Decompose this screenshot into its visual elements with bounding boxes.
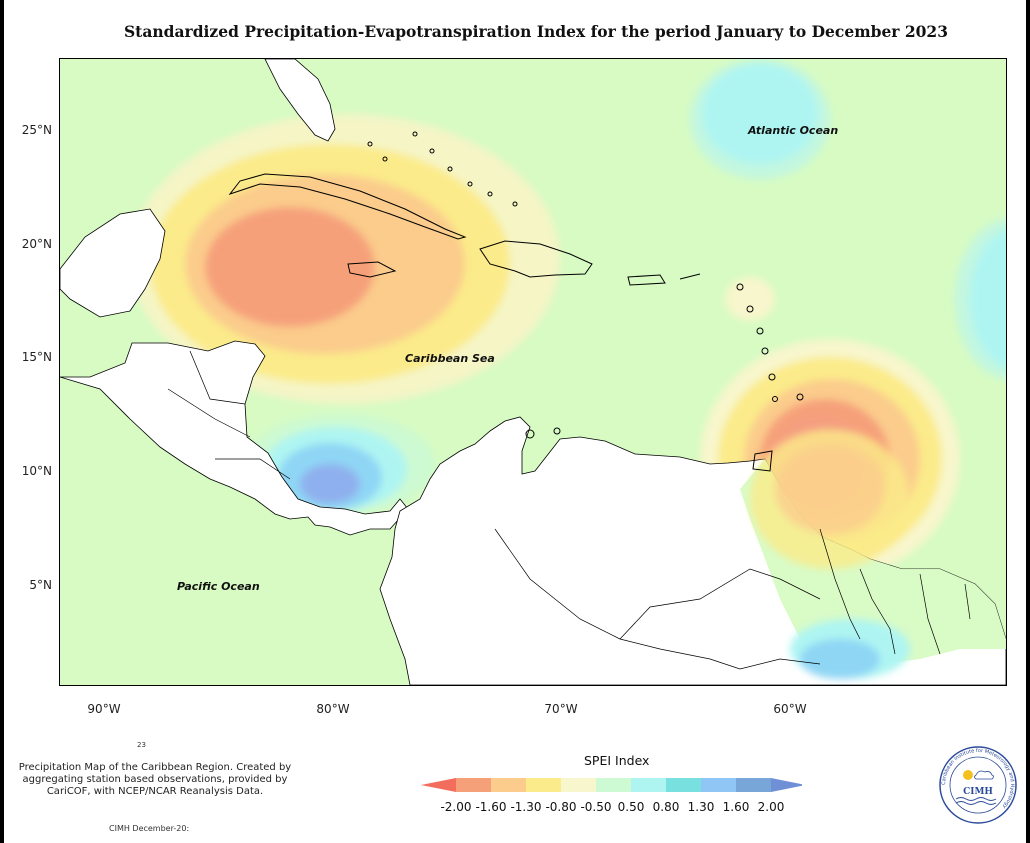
legend-swatch bbox=[701, 778, 736, 792]
legend-colorbar bbox=[421, 778, 802, 792]
legend-swatch bbox=[561, 778, 596, 792]
label-caribbean-sea: Caribbean Sea bbox=[405, 352, 495, 365]
lesser-antilles bbox=[367, 131, 804, 472]
land-central-america bbox=[60, 340, 409, 536]
map-title: Standardized Precipitation-Evapotranspir… bbox=[123, 22, 949, 41]
logo-abbrev: CIMH bbox=[963, 787, 993, 797]
legend-tick: -0.80 bbox=[545, 800, 577, 814]
cloud-icon bbox=[974, 770, 994, 780]
legend-tick: 1.60 bbox=[722, 800, 750, 814]
map-credit: CIMH December-20: bbox=[109, 824, 190, 833]
legend-tick: 0.50 bbox=[617, 800, 645, 814]
map-svg: Atlantic Ocean Caribbean Sea Pacific Oce… bbox=[60, 59, 1006, 685]
land-jamaica bbox=[347, 261, 397, 278]
lon-label-90w: 90°W bbox=[87, 702, 121, 716]
legend-swatch bbox=[736, 778, 771, 792]
land-hispaniola bbox=[479, 240, 593, 278]
legend-swatch bbox=[771, 778, 802, 792]
label-atlantic-ocean: Atlantic Ocean bbox=[747, 124, 838, 137]
land-yucatan bbox=[60, 208, 166, 318]
land-cuba bbox=[228, 173, 467, 240]
dry-spot-leewards bbox=[725, 277, 775, 321]
legend-tick: 1.30 bbox=[687, 800, 715, 814]
lat-label-15n: 15°N bbox=[21, 350, 52, 364]
legend-tick: -2.00 bbox=[440, 800, 472, 814]
water-icon bbox=[955, 797, 997, 805]
cimh-logo: CIMH Caribbean Institute for Meteorology… bbox=[939, 746, 1017, 824]
map-description: Precipitation Map of the Caribbean Regio… bbox=[18, 762, 292, 797]
lon-label-70w: 70°W bbox=[544, 702, 578, 716]
legend-swatch bbox=[526, 778, 561, 792]
legend-swatch bbox=[596, 778, 631, 792]
legend-swatch bbox=[421, 778, 456, 792]
amazon-wet-overlay bbox=[790, 619, 910, 679]
small-year-text: 23 bbox=[137, 741, 146, 749]
page: Standardized Precipitation-Evapotranspir… bbox=[4, 0, 1026, 843]
field-over-guianas bbox=[740, 459, 1006, 664]
land-florida bbox=[264, 59, 336, 142]
legend-tick: 0.80 bbox=[652, 800, 680, 814]
legend-swatch bbox=[631, 778, 666, 792]
lat-label-25n: 25°N bbox=[21, 123, 52, 137]
wet-anomaly-atlantic bbox=[690, 59, 830, 179]
legend-swatch bbox=[666, 778, 701, 792]
dry-anomaly-cuba bbox=[130, 114, 560, 404]
sun-icon bbox=[963, 770, 973, 780]
wet-anomaly-panama bbox=[245, 414, 435, 514]
lat-label-5n: 5°N bbox=[29, 578, 52, 592]
legend-tick: 2.00 bbox=[757, 800, 785, 814]
country-borders bbox=[167, 350, 971, 670]
label-pacific-ocean: Pacific Ocean bbox=[177, 580, 260, 593]
legend-tick: -1.30 bbox=[510, 800, 542, 814]
legend-swatch bbox=[491, 778, 526, 792]
legend-tick: -1.60 bbox=[475, 800, 507, 814]
legend-title: SPEI Index bbox=[584, 753, 650, 768]
wet-anomaly-east bbox=[955, 219, 1006, 379]
lat-label-20n: 20°N bbox=[21, 237, 52, 251]
legend-tick: -0.50 bbox=[580, 800, 612, 814]
land-puerto-rico bbox=[627, 274, 666, 286]
lon-label-80w: 80°W bbox=[316, 702, 350, 716]
spei-map: Atlantic Ocean Caribbean Sea Pacific Oce… bbox=[59, 58, 1007, 686]
guianas-dry-overlay bbox=[750, 429, 910, 569]
lon-label-60w: 60°W bbox=[773, 702, 807, 716]
legend-swatch bbox=[456, 778, 491, 792]
lat-label-10n: 10°N bbox=[21, 464, 52, 478]
